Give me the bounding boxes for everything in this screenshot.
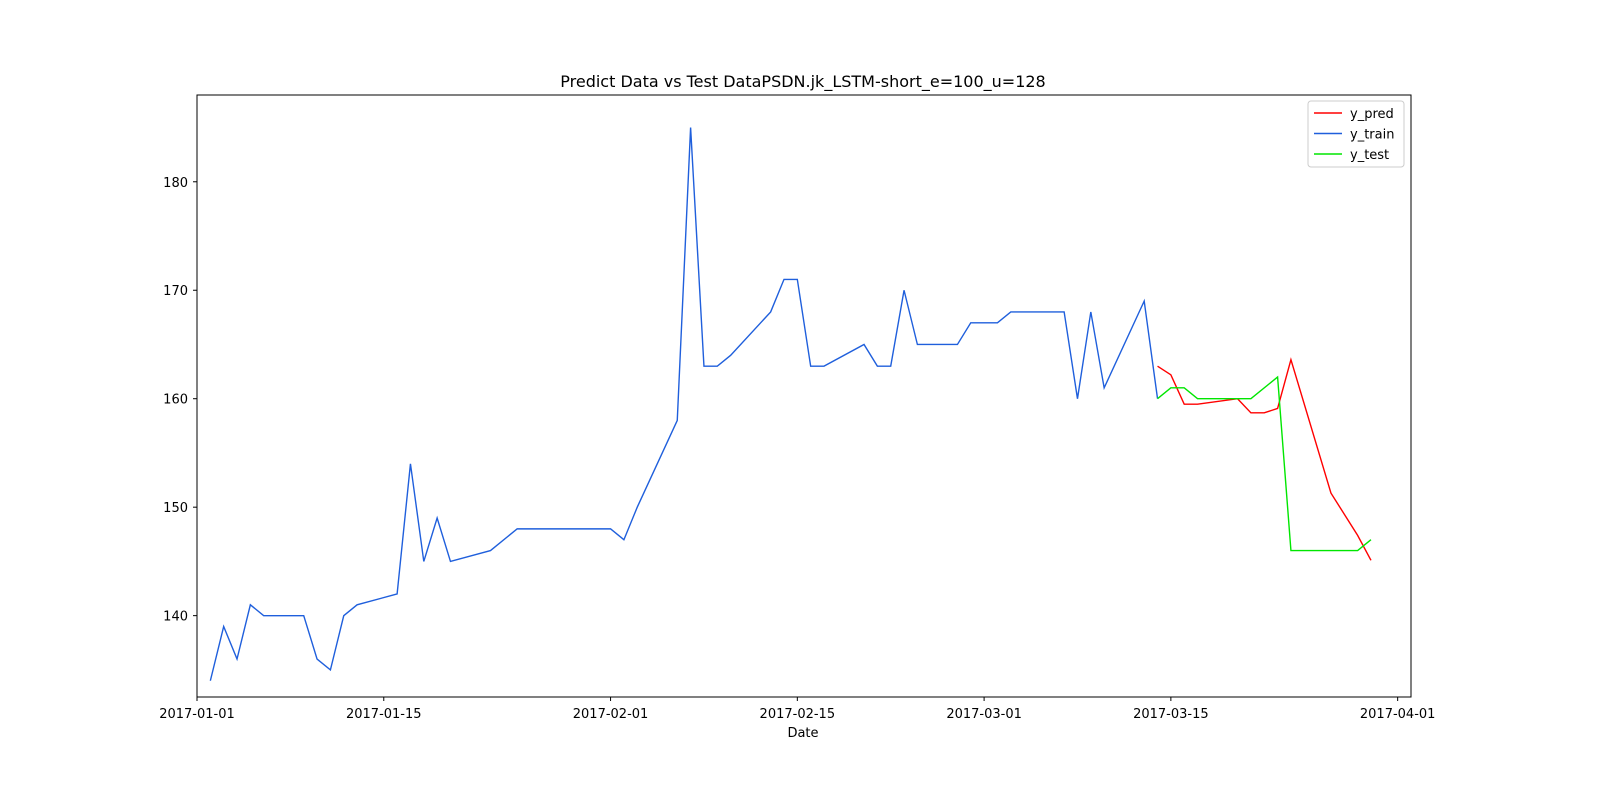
- x-tick-label: 2017-03-01: [946, 707, 1022, 722]
- y-tick-label: 180: [163, 176, 188, 191]
- x-tick-label: 2017-04-01: [1360, 707, 1436, 722]
- x-tick-label: 2017-01-15: [346, 707, 422, 722]
- y-tick-label: 150: [163, 501, 188, 516]
- series-line-y-pred: [1157, 357, 1372, 561]
- x-axis: 2017-01-01 2017-01-15 2017-02-01 2017-02-15…: [159, 697, 1435, 722]
- chart-title: Predict Data vs Test DataPSDN.jk_LSTM-sh…: [560, 72, 1045, 92]
- x-tick-label: 2017-02-15: [760, 707, 836, 722]
- legend-label-y-train: y_train: [1350, 128, 1394, 143]
- legend: y_pred y_train y_test: [1307, 100, 1405, 168]
- x-tick-label: 2017-01-01: [159, 707, 235, 722]
- series-line-y-train: [209, 127, 1159, 681]
- x-axis-label: Date: [787, 726, 818, 741]
- legend-label-y-pred: y_pred: [1350, 107, 1394, 122]
- y-tick-label: 140: [163, 610, 188, 625]
- y-tick-label: 160: [163, 393, 188, 408]
- y-axis: 140 150 160 170 180: [163, 176, 197, 625]
- y-tick-label: 170: [163, 284, 188, 299]
- plot-marks: [209, 127, 1372, 681]
- legend-label-y-test: y_test: [1350, 148, 1389, 163]
- x-tick-label: 2017-03-15: [1133, 707, 1209, 722]
- x-tick-label: 2017-02-01: [573, 707, 649, 722]
- plot-frame: [196, 94, 1412, 698]
- series-line-y-test: [1157, 375, 1372, 552]
- legend-box: [1307, 100, 1405, 168]
